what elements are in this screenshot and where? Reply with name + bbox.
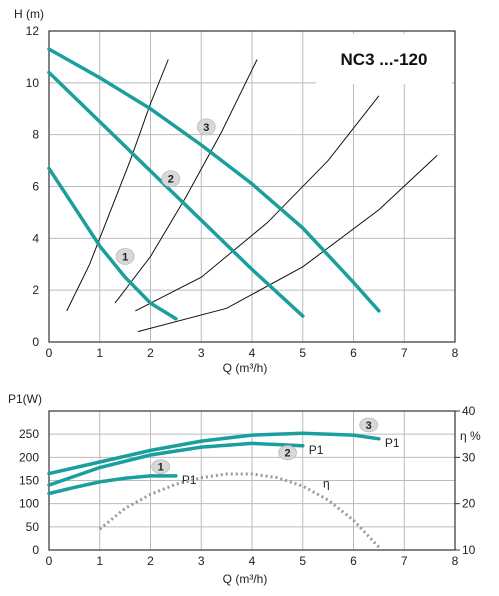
- y-tick-label: 50: [26, 520, 40, 534]
- y-axis-label: P1(W): [8, 392, 42, 406]
- badge-label: 1: [122, 251, 128, 263]
- y-tick-label: 200: [19, 450, 39, 464]
- badge-label: 2: [168, 174, 174, 186]
- power-curve-2: [47, 441, 305, 487]
- title-box: [316, 34, 452, 84]
- curve-badge-2: 2: [161, 170, 181, 188]
- x-tick-label: 6: [350, 346, 357, 360]
- x-tick-label: 4: [249, 346, 256, 360]
- efficiency-curve: [98, 472, 380, 549]
- system-curve: [114, 59, 258, 304]
- power-curve-label: P1: [182, 473, 197, 487]
- badge-label: 3: [366, 420, 372, 432]
- x-tick-label: 1: [96, 346, 103, 360]
- power-chart: 0 1 2 3 4 5 6 7 8 0 50 100 150 200 250 10 20 30 40 P1(W) η %…: [8, 392, 481, 586]
- x-tick-label: 7: [401, 346, 408, 360]
- curve-badge-3: 3: [196, 118, 216, 136]
- x-tick-label: 3: [198, 346, 205, 360]
- x-tick-label: 8: [452, 554, 459, 568]
- y-right-tick-label: 10: [462, 543, 476, 557]
- x-tick-label: 2: [147, 554, 154, 568]
- system-curve: [135, 95, 380, 312]
- y-right-axis-label: η %: [460, 429, 481, 443]
- pump-curve-1: [47, 166, 178, 321]
- y-right-tick-label: 40: [462, 404, 476, 418]
- plot-frame: [48, 30, 456, 343]
- pump-curve-3: [47, 47, 381, 313]
- chart-title: NC3 ...-120: [341, 50, 428, 69]
- badge-label: 2: [284, 448, 290, 460]
- y-tick-label: 2: [32, 283, 39, 297]
- x-tick-label: 3: [198, 554, 205, 568]
- y-tick-label: 0: [32, 335, 39, 349]
- curve-badge-3: [359, 417, 379, 433]
- x-tick-label: 2: [147, 346, 154, 360]
- y-tick-label: 12: [26, 24, 40, 38]
- y-tick-label: 8: [32, 128, 39, 142]
- x-axis-label: Q (m³/h): [223, 572, 268, 586]
- x-tick-label: 5: [299, 554, 306, 568]
- y-tick-label: 150: [19, 474, 39, 488]
- power-curve-label: P1: [309, 443, 324, 457]
- curve-badge-2: [278, 445, 297, 461]
- y-right-tick-label: 20: [462, 497, 476, 511]
- x-tick-label: 7: [401, 554, 408, 568]
- y-tick-label: 250: [19, 427, 39, 441]
- x-axis-label: Q (m³/h): [223, 361, 268, 375]
- y-tick-label: 6: [32, 180, 39, 194]
- y-tick-label: 0: [32, 543, 39, 557]
- x-tick-label: 1: [96, 554, 103, 568]
- y-right-tick-label: 30: [462, 450, 476, 464]
- y-axis-label: H (m): [14, 7, 44, 21]
- x-tick-label: 0: [46, 346, 53, 360]
- y-tick-label: 10: [26, 76, 40, 90]
- system-curve: [137, 155, 438, 333]
- x-tick-label: 6: [350, 554, 357, 568]
- y-tick-label: 4: [32, 231, 39, 245]
- plot-frame: [48, 410, 456, 551]
- x-tick-label: 4: [249, 554, 256, 568]
- efficiency-label: η: [323, 476, 330, 490]
- badge-label: 3: [203, 122, 209, 134]
- x-tick-label: 8: [452, 346, 459, 360]
- curve-badge-1: 1: [115, 248, 135, 265]
- curve-badge-1: [151, 459, 171, 475]
- x-tick-label: 0: [46, 554, 53, 568]
- pump-curve-2: [47, 70, 305, 318]
- badge-label: 1: [158, 462, 164, 474]
- power-curve-1: [47, 474, 178, 496]
- power-curve-3: [47, 431, 381, 476]
- x-tick-label: 5: [299, 346, 306, 360]
- power-curve-label: P1: [385, 436, 400, 450]
- system-curve: [66, 59, 169, 312]
- y-tick-label: 100: [19, 497, 39, 511]
